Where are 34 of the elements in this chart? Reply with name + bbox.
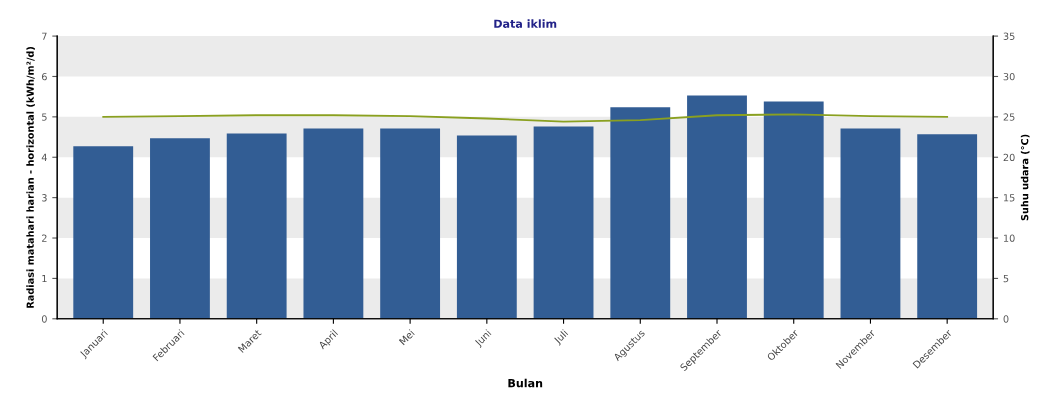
y-tick-label: 4 <box>41 153 47 161</box>
bar <box>533 126 594 319</box>
x-tick-label: Mei <box>398 329 415 346</box>
bar <box>380 128 441 319</box>
y2-tick-label: 20 <box>1003 153 1015 162</box>
bar <box>150 138 210 319</box>
y-tick-label: 6 <box>41 72 47 81</box>
bar <box>226 133 287 319</box>
y2-tick-label: 25 <box>1003 113 1015 121</box>
y2-tick-label: 0 <box>1003 315 1009 323</box>
line-series <box>102 113 949 123</box>
y2-tick-label: 10 <box>1003 234 1015 242</box>
bar <box>763 101 824 319</box>
bar <box>73 146 134 319</box>
y-axis-title: Radiasi matahari harian - horizontal (kWh/m²/d) <box>26 47 35 308</box>
bar <box>917 134 978 319</box>
y-tick-label: 2 <box>42 234 47 242</box>
y2-tick-label: 15 <box>1003 194 1015 202</box>
bar <box>610 107 671 319</box>
bar <box>456 135 517 319</box>
y-tick-label: 1 <box>42 275 47 283</box>
y2-tick-label: 35 <box>1003 32 1015 40</box>
chart-title: Data iklim <box>494 19 557 28</box>
x-axis-title: Bulan <box>508 378 543 388</box>
bar <box>303 128 364 319</box>
y-tick-label: 0 <box>41 315 47 323</box>
y2-axis-title: Suhu udara (°C) <box>1020 134 1030 221</box>
bar <box>840 128 901 319</box>
y2-tick-label: 5 <box>1003 275 1009 283</box>
y2-tick-label: 30 <box>1003 72 1015 81</box>
y-tick-label: 5 <box>42 113 47 121</box>
bar <box>687 95 747 319</box>
y-tick-label: 3 <box>42 194 47 202</box>
y-tick-label: 7 <box>42 32 47 40</box>
